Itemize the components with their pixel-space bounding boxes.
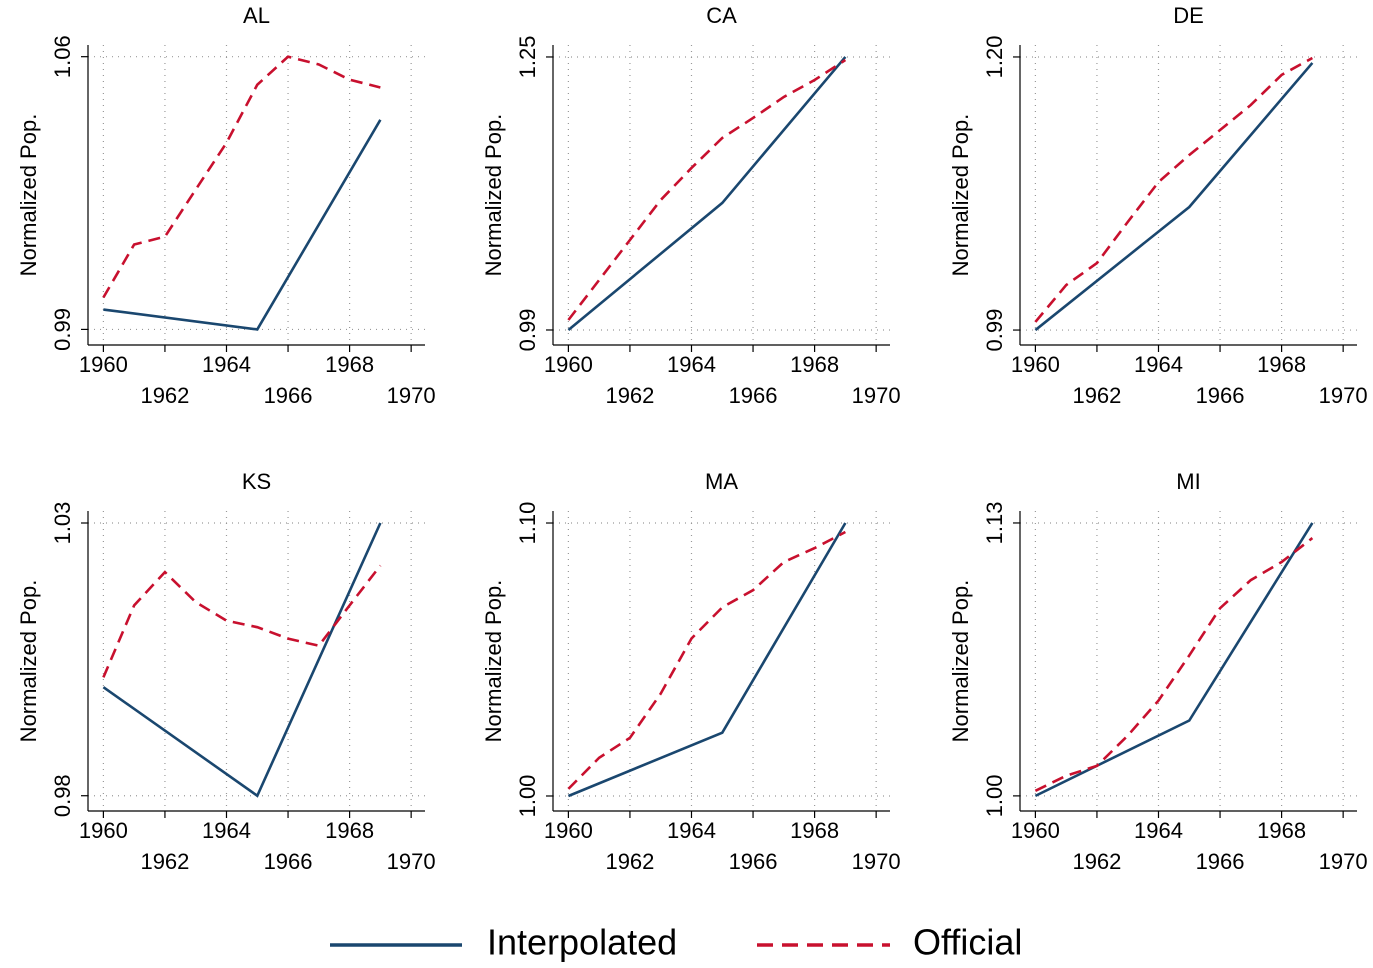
- x-tick-label: 1966: [729, 849, 778, 874]
- panel-title: MA: [705, 469, 738, 494]
- panel-title: CA: [706, 3, 737, 28]
- y-axis-label: Normalized Pop.: [481, 114, 506, 277]
- panel: MI 1960 1962 1964 1966 1968 1970 1.00 1.13 Normal…: [948, 469, 1368, 874]
- x-tick-label: 1964: [667, 818, 716, 843]
- y-tick-label: 1.00: [515, 775, 540, 818]
- panel: KS 1960 1962 1964 1966 1968 1970 0.98 1.03 Normal…: [16, 469, 436, 874]
- y-axis-label: Normalized Pop.: [16, 114, 41, 277]
- legend-label: Interpolated: [487, 922, 677, 963]
- x-tick-label: 1970: [1319, 849, 1368, 874]
- y-axis-label: Normalized Pop.: [948, 580, 973, 743]
- x-tick-label: 1960: [79, 818, 128, 843]
- y-tick-label: 0.99: [515, 309, 540, 352]
- series-line: [102, 564, 382, 678]
- x-tick-label: 1964: [1134, 818, 1183, 843]
- series-line: [567, 56, 847, 331]
- x-tick-label: 1960: [1011, 818, 1060, 843]
- x-tick-label: 1968: [325, 352, 374, 377]
- y-tick-label: 1.06: [50, 35, 75, 78]
- x-tick-label: 1962: [1072, 849, 1121, 874]
- y-tick-label: 1.20: [982, 36, 1007, 79]
- series-line: [1034, 537, 1314, 793]
- legend: Interpolated Official: [330, 922, 1022, 963]
- x-tick-label: 1970: [387, 849, 436, 874]
- series-line: [567, 522, 847, 798]
- x-tick-label: 1964: [667, 352, 716, 377]
- y-tick-label: 0.99: [982, 309, 1007, 352]
- series-line: [1034, 56, 1313, 323]
- legend-label: Official: [913, 922, 1022, 963]
- series-line: [1034, 62, 1314, 332]
- x-tick-label: 1968: [325, 818, 374, 843]
- x-tick-label: 1960: [1011, 352, 1060, 377]
- y-tick-label: 0.99: [50, 308, 75, 351]
- x-tick-label: 1970: [852, 849, 901, 874]
- panel: MA 1960 1962 1964 1966 1968 1970 1.00 1.10 Normal…: [481, 469, 901, 874]
- series-line: [1034, 522, 1314, 798]
- x-tick-label: 1970: [1319, 383, 1368, 408]
- y-axis-label: Normalized Pop.: [948, 114, 973, 277]
- x-tick-label: 1964: [202, 352, 251, 377]
- panel-title: DE: [1173, 3, 1204, 28]
- x-tick-label: 1962: [140, 383, 189, 408]
- y-tick-label: 0.98: [50, 774, 75, 817]
- y-axis-label: Normalized Pop.: [16, 580, 41, 743]
- panel-title: KS: [242, 469, 271, 494]
- x-tick-label: 1968: [790, 352, 839, 377]
- x-tick-label: 1966: [264, 849, 313, 874]
- y-tick-label: 1.00: [982, 774, 1007, 817]
- series-line: [567, 58, 847, 321]
- x-tick-label: 1968: [1257, 818, 1306, 843]
- x-tick-label: 1960: [544, 352, 593, 377]
- series-line: [102, 522, 382, 798]
- x-tick-label: 1964: [1134, 352, 1183, 377]
- x-tick-label: 1960: [79, 352, 128, 377]
- panel: AL 1960 1962 1964 1966 1968 1970 0.99 1.06 Normal…: [16, 3, 436, 408]
- x-tick-label: 1966: [264, 383, 313, 408]
- x-tick-label: 1962: [605, 849, 654, 874]
- x-tick-label: 1962: [140, 849, 189, 874]
- x-tick-label: 1968: [790, 818, 839, 843]
- series-line: [567, 530, 846, 790]
- y-tick-label: 1.13: [982, 502, 1007, 545]
- panel: CA 1960 1962 1964 1966 1968 1970 0.99 1.25 Normal…: [481, 3, 901, 408]
- x-tick-label: 1966: [1196, 383, 1245, 408]
- x-tick-label: 1970: [852, 383, 901, 408]
- x-tick-label: 1964: [202, 818, 251, 843]
- x-tick-label: 1960: [544, 818, 593, 843]
- x-tick-label: 1970: [387, 383, 436, 408]
- x-tick-label: 1968: [1257, 352, 1306, 377]
- y-axis-label: Normalized Pop.: [481, 580, 506, 743]
- panel: DE 1960 1962 1964 1966 1968 1970 0.99 1.20 Normal…: [948, 3, 1368, 408]
- series-line: [102, 55, 381, 299]
- y-tick-label: 1.03: [50, 502, 75, 545]
- panel-title: MI: [1176, 469, 1200, 494]
- x-tick-label: 1962: [605, 383, 654, 408]
- panel-title: AL: [243, 3, 270, 28]
- y-tick-label: 1.10: [515, 502, 540, 545]
- x-tick-label: 1966: [1196, 849, 1245, 874]
- x-tick-label: 1962: [1072, 383, 1121, 408]
- x-tick-label: 1966: [729, 383, 778, 408]
- y-tick-label: 1.25: [515, 36, 540, 79]
- series-line: [103, 119, 382, 331]
